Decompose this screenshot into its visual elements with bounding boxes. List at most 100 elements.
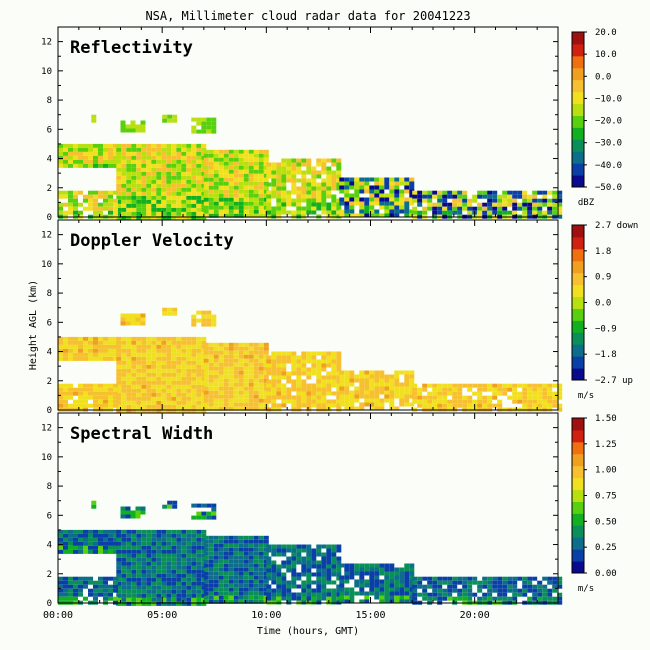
data-cell bbox=[296, 572, 302, 577]
data-cell bbox=[422, 194, 428, 199]
data-cell bbox=[248, 209, 254, 214]
data-cell bbox=[228, 378, 234, 383]
data-cell bbox=[422, 383, 428, 388]
data-cell bbox=[136, 183, 142, 188]
data-cell bbox=[196, 191, 202, 196]
data-cell bbox=[213, 378, 219, 383]
data-cell bbox=[266, 544, 272, 549]
data-cell bbox=[171, 191, 177, 196]
data-cell bbox=[208, 189, 214, 194]
data-cell bbox=[379, 181, 385, 186]
data-cell bbox=[191, 322, 197, 327]
y-tick-label: 6 bbox=[47, 318, 52, 328]
data-cell bbox=[151, 384, 157, 389]
data-cell bbox=[68, 344, 73, 349]
data-cell bbox=[191, 125, 197, 130]
data-cell bbox=[171, 541, 177, 546]
data-cell bbox=[487, 210, 493, 215]
data-cell bbox=[203, 599, 209, 604]
data-cell bbox=[243, 378, 249, 383]
data-cell bbox=[126, 380, 132, 385]
data-cell bbox=[116, 384, 122, 389]
data-cell bbox=[359, 197, 365, 202]
data-cell bbox=[258, 181, 264, 186]
data-cell bbox=[532, 190, 538, 195]
data-cell bbox=[151, 569, 157, 574]
data-cell bbox=[502, 387, 508, 392]
data-cell bbox=[131, 215, 137, 220]
data-cell bbox=[171, 179, 177, 184]
data-cell bbox=[191, 211, 197, 216]
data-cell bbox=[374, 374, 380, 379]
data-cell bbox=[457, 580, 463, 585]
data-cell bbox=[344, 386, 350, 391]
data-cell bbox=[146, 364, 152, 369]
data-cell bbox=[354, 193, 360, 198]
data-cell bbox=[442, 210, 448, 215]
data-cell bbox=[68, 576, 73, 581]
data-cell bbox=[532, 395, 538, 400]
data-cell bbox=[542, 592, 548, 597]
data-cell bbox=[131, 175, 137, 180]
data-cell bbox=[258, 169, 264, 174]
data-cell bbox=[93, 584, 98, 589]
data-cell bbox=[354, 378, 360, 383]
data-cell bbox=[131, 191, 137, 196]
data-cell bbox=[258, 205, 264, 210]
data-cell bbox=[271, 580, 277, 585]
data-cell bbox=[176, 376, 182, 381]
data-cell bbox=[203, 579, 209, 584]
data-cell bbox=[316, 548, 322, 553]
data-cell bbox=[186, 187, 192, 192]
colorbar-segment bbox=[572, 296, 584, 309]
data-cell bbox=[296, 596, 302, 601]
data-cell bbox=[316, 588, 322, 593]
data-cell bbox=[412, 580, 418, 585]
data-cell bbox=[233, 595, 239, 600]
data-cell bbox=[281, 194, 287, 199]
data-cell bbox=[306, 371, 312, 376]
data-cell bbox=[208, 402, 214, 407]
data-cell bbox=[542, 202, 548, 207]
data-cell bbox=[238, 350, 244, 355]
data-cell bbox=[171, 537, 177, 542]
data-cell bbox=[321, 403, 327, 408]
colorbar-tick-label: −0.9 bbox=[595, 324, 617, 334]
data-cell bbox=[354, 386, 360, 391]
data-cell bbox=[248, 358, 254, 363]
data-cell bbox=[369, 185, 375, 190]
data-cell bbox=[547, 580, 553, 585]
data-cell bbox=[291, 576, 297, 581]
data-cell bbox=[331, 210, 337, 215]
data-cell bbox=[116, 597, 122, 602]
data-cell bbox=[203, 567, 209, 572]
data-cell bbox=[78, 576, 83, 581]
data-cell bbox=[91, 500, 97, 505]
data-cell bbox=[141, 195, 147, 200]
data-cell bbox=[141, 400, 147, 405]
data-cell bbox=[116, 336, 122, 341]
data-cell bbox=[73, 198, 78, 203]
data-cell bbox=[88, 541, 93, 546]
data-cell bbox=[477, 206, 483, 211]
data-cell bbox=[213, 169, 219, 174]
data-cell bbox=[196, 195, 202, 200]
data-cell bbox=[359, 374, 365, 379]
data-cell bbox=[208, 583, 214, 588]
data-cell bbox=[120, 128, 126, 133]
data-cell bbox=[58, 210, 63, 215]
data-cell bbox=[161, 569, 167, 574]
data-cell bbox=[547, 206, 553, 211]
colorbar-segment bbox=[572, 549, 584, 562]
data-cell bbox=[547, 383, 553, 388]
data-cell bbox=[271, 178, 277, 183]
data-cell bbox=[331, 403, 337, 408]
data-cell bbox=[58, 151, 63, 156]
x-tick-label: 15:00 bbox=[355, 610, 385, 621]
colorbar-segment bbox=[572, 501, 584, 514]
data-cell bbox=[457, 383, 463, 388]
data-cell bbox=[191, 352, 197, 357]
data-cell bbox=[196, 573, 202, 578]
data-cell bbox=[63, 537, 68, 542]
colorbar-tick-label: 0.0 bbox=[595, 72, 611, 82]
